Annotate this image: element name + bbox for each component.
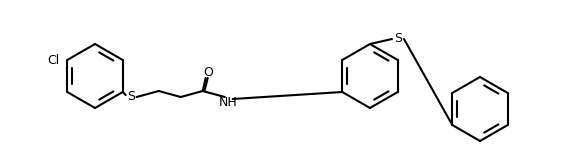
Text: S: S — [127, 91, 135, 103]
Text: NH: NH — [219, 95, 237, 109]
Text: Cl: Cl — [47, 53, 59, 66]
Text: O: O — [203, 65, 213, 79]
Text: S: S — [394, 32, 402, 45]
